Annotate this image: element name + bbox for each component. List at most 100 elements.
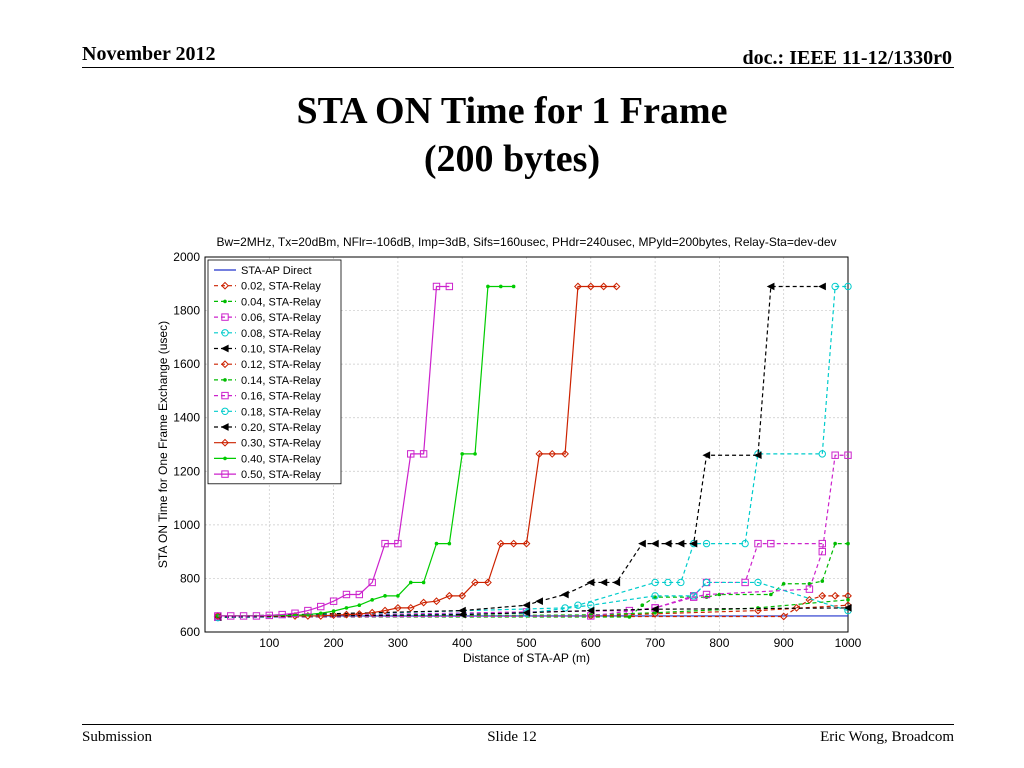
data-point (663, 539, 672, 548)
data-point (704, 595, 709, 599)
data-point (754, 578, 762, 587)
data-point (331, 609, 336, 613)
data-point (223, 456, 227, 461)
legend-label: 0.06, STA-Relay (241, 312, 321, 324)
data-point (689, 539, 698, 548)
data-point (833, 541, 837, 546)
legend-item: 0.20, STA-Relay (214, 422, 321, 434)
data-point (522, 601, 531, 610)
data-point (458, 591, 467, 600)
data-point (599, 578, 608, 587)
data-point (393, 603, 402, 612)
data-point (818, 547, 826, 556)
data-point (586, 282, 595, 291)
legend-item: 0.12, STA-Relay (214, 359, 321, 371)
legend-label: 0.16, STA-Relay (241, 391, 321, 403)
data-point (221, 470, 229, 478)
series-line (217, 285, 617, 617)
x-tick-label: 800 (709, 636, 729, 650)
data-point (223, 299, 227, 304)
data-point (370, 598, 374, 602)
legend-label: 0.50, STA-Relay (241, 469, 321, 481)
legend-item: 0.08, STA-Relay (214, 328, 321, 340)
legend-item: 0.50, STA-Relay (214, 469, 321, 481)
data-point (766, 282, 775, 291)
legend-label: 0.40, STA-Relay (241, 453, 321, 465)
data-point (741, 578, 749, 587)
data-point (458, 610, 466, 619)
x-tick-label: 300 (388, 636, 408, 650)
data-point (342, 610, 351, 619)
data-point (779, 612, 788, 621)
footer-submission: Submission (82, 729, 153, 745)
data-point (846, 541, 850, 546)
data-point (769, 592, 773, 597)
data-point (805, 585, 814, 593)
legend-item: 0.16, STA-Relay (214, 391, 321, 403)
data-point (227, 612, 235, 620)
data-point (651, 605, 659, 614)
y-tick-label: 1400 (173, 411, 200, 425)
data-point (599, 282, 608, 291)
data-point (612, 282, 621, 291)
data-point (844, 282, 852, 291)
data-point (535, 597, 543, 606)
data-point (754, 539, 762, 548)
data-point (221, 407, 229, 416)
data-point (702, 451, 711, 460)
legend-item: 0.02, STA-Relay (214, 281, 321, 293)
series-line (217, 595, 848, 618)
y-tick-label: 2000 (173, 250, 200, 264)
chart-title: Bw=2MHz, Tx=20dBm, NFlr=-106dB, Imp=3dB,… (216, 235, 836, 249)
data-point (522, 539, 531, 548)
data-point (676, 539, 685, 548)
data-point (316, 612, 325, 620)
data-point (754, 606, 762, 615)
data-point (638, 539, 646, 548)
legend-label: 0.14, STA-Relay (241, 375, 321, 387)
header-doc-id: doc.: IEEE 11-12/1330r0 (742, 47, 952, 69)
data-point (221, 281, 229, 290)
data-point (432, 597, 441, 606)
data-point (221, 360, 229, 369)
data-point (612, 578, 621, 587)
data-point (419, 450, 428, 458)
data-point (406, 603, 415, 612)
data-point (432, 282, 441, 291)
data-point (651, 539, 659, 548)
data-point (640, 603, 645, 608)
data-point (664, 578, 672, 587)
legend-item: STA-AP Direct (214, 265, 312, 277)
legend-label: 0.10, STA-Relay (241, 344, 321, 356)
series-line (217, 581, 849, 619)
legend-label: STA-AP Direct (241, 265, 312, 277)
legend-box (207, 259, 342, 485)
data-point (548, 449, 557, 458)
data-point (689, 592, 698, 600)
series-line (217, 543, 848, 618)
data-point (767, 539, 775, 548)
data-point (496, 539, 505, 548)
data-point (214, 612, 222, 620)
y-tick-label: 600 (180, 625, 200, 639)
data-point (781, 581, 786, 586)
data-point (473, 452, 477, 456)
data-point (318, 611, 323, 616)
data-point (756, 606, 760, 610)
legend-label: 0.12, STA-Relay (241, 359, 321, 371)
data-point (586, 606, 595, 615)
data-point (368, 578, 376, 587)
series-14 (214, 282, 454, 620)
data-point (221, 438, 229, 447)
data-point (221, 313, 229, 321)
data-point (408, 580, 413, 585)
data-point (702, 539, 711, 548)
data-point (381, 539, 389, 548)
data-point (843, 604, 852, 612)
line-chart: 100 200 300 400 500 600 700 800 900 1000 600 800 100… (156, 235, 862, 665)
data-point (587, 601, 595, 609)
x-tick-label: 700 (645, 636, 665, 650)
data-point (831, 451, 839, 459)
footer-slide-number: Slide 12 (487, 729, 537, 745)
data-point (265, 611, 273, 620)
